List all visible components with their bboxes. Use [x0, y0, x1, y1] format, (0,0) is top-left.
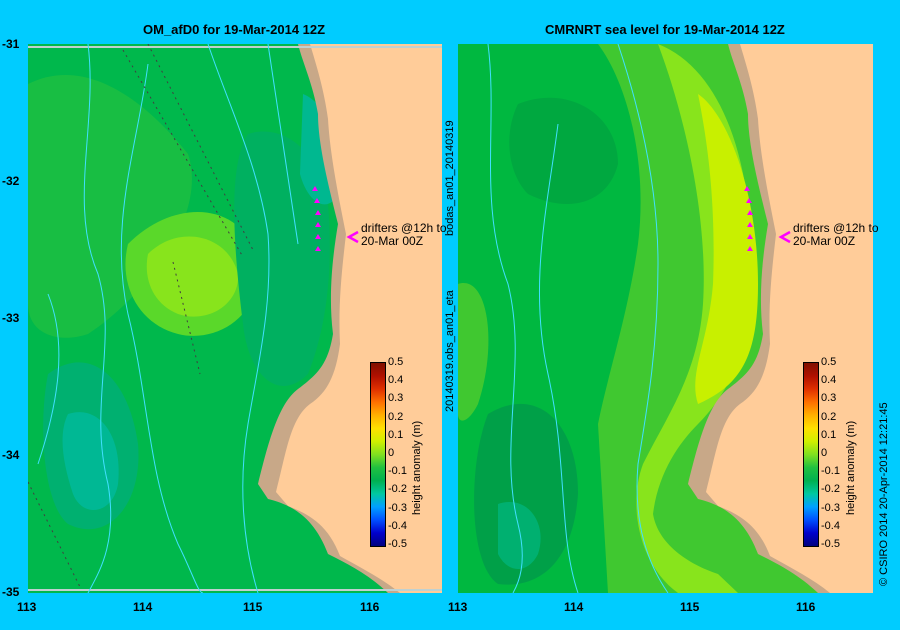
left-annotation: drifters @12h to 20-Mar 00Z	[361, 221, 447, 248]
colorbar-tick-label: -0.3	[388, 501, 407, 514]
x-tick-label: 114	[564, 600, 584, 614]
colorbar-tick-label: 0.1	[821, 428, 837, 441]
colorbar-tick-label: 0.4	[821, 374, 837, 387]
right-drifters	[744, 186, 753, 251]
colorbar-tick-label: -0.2	[821, 483, 840, 496]
x-tick-label: 116	[796, 600, 816, 614]
colorbar-tick-label: 0.4	[388, 374, 404, 387]
left-arrow-icon	[346, 230, 359, 244]
colorbar-tick-label: 0	[388, 447, 395, 459]
colorbar-tick-label: -0.5	[388, 538, 407, 550]
right-arrow-icon	[778, 230, 791, 244]
colorbar-tick-label: 0.3	[821, 392, 837, 405]
colorbar-tick-label: 0.2	[388, 410, 404, 423]
x-tick-label: 114	[133, 600, 153, 614]
colorbar-tick-label: 0.5	[821, 356, 837, 368]
x-tick-label: 115	[243, 600, 263, 614]
y-tick-label: -33	[2, 311, 20, 325]
right-colorbar	[803, 362, 819, 547]
colorbar-tick-label: -0.4	[821, 519, 840, 532]
x-tick-label: 113	[448, 600, 468, 614]
credit: © CSIRO 2014 20-Apr-2014 12:21:45	[878, 402, 890, 586]
colorbar-tick-label: -0.4	[388, 519, 407, 532]
colorbar-tick-label: -0.1	[821, 465, 840, 478]
right-panel-title: CMRNRT sea level for 19-Mar-2014 12Z	[545, 22, 785, 37]
left-map	[28, 44, 442, 593]
side-label-top: bodas_an01_20140319	[444, 120, 456, 236]
right-colorbar-label: height anomaly (m)	[845, 420, 857, 515]
left-drifters	[312, 186, 321, 251]
colorbar-tick-label: 0.2	[821, 410, 837, 423]
side-label-bottom: 20140319.obs_an01_eta	[444, 290, 456, 412]
left-panel-title: OM_afD0 for 19-Mar-2014 12Z	[143, 22, 326, 37]
x-tick-label: 115	[680, 600, 700, 614]
left-colorbar-label: height anomaly (m)	[411, 420, 423, 515]
y-tick-label: -32	[2, 174, 20, 188]
right-annotation: drifters @12h to 20-Mar 00Z	[793, 221, 879, 248]
colorbar-tick-label: 0.5	[388, 356, 404, 368]
colorbar-tick-label: -0.2	[388, 483, 407, 496]
colorbar-tick-label: -0.5	[821, 538, 840, 550]
y-tick-label: -31	[2, 37, 20, 51]
right-map	[458, 44, 873, 593]
colorbar-tick-label: -0.1	[388, 465, 407, 478]
colorbar-tick-label: 0.3	[388, 392, 404, 405]
x-tick-label: 116	[360, 600, 380, 614]
colorbar-tick-label: 0.1	[388, 428, 404, 441]
colorbar-tick-label: 0	[821, 447, 828, 459]
colorbar-tick-label: -0.3	[821, 501, 840, 514]
y-tick-label: -34	[2, 448, 20, 462]
x-tick-label: 113	[17, 600, 37, 614]
left-colorbar	[370, 362, 386, 547]
y-tick-label: -35	[2, 585, 20, 599]
